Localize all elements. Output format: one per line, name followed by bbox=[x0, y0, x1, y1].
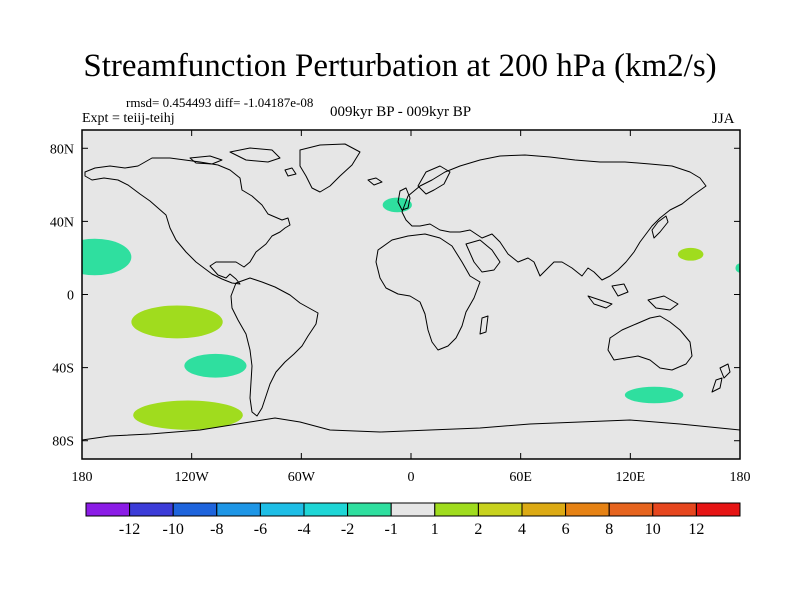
stats-text: rmsd= 0.454493 diff= -1.04187e-08 bbox=[126, 95, 314, 110]
anomaly-region-3 bbox=[184, 353, 247, 378]
x-tick-label: 0 bbox=[408, 470, 415, 485]
y-tick-label: 40N bbox=[50, 215, 74, 230]
colorbar-swatch bbox=[85, 502, 131, 517]
colorbar-label: -2 bbox=[341, 521, 354, 538]
experiment-label: Expt = teiij-teihj bbox=[82, 111, 175, 126]
x-axis: 180 120W 60W 0 60E 120E 180 bbox=[72, 130, 751, 485]
colorbar-swatch bbox=[129, 502, 174, 517]
colorbar-label: -4 bbox=[297, 521, 310, 538]
colorbar-label: -10 bbox=[163, 521, 184, 538]
y-tick-label: 80N bbox=[50, 142, 74, 157]
colorbar-label: 4 bbox=[518, 521, 526, 538]
colorbar-swatch bbox=[608, 502, 654, 517]
season-label: JJA bbox=[712, 111, 735, 127]
anomaly-region-6 bbox=[677, 247, 704, 261]
y-tick-label: 40S bbox=[52, 362, 74, 377]
anomaly-region-8 bbox=[624, 386, 684, 404]
y-tick-label: 80S bbox=[52, 435, 74, 450]
coastlines bbox=[82, 143, 740, 441]
colorbar-swatch bbox=[347, 502, 392, 517]
colorbar-swatch bbox=[434, 502, 479, 517]
colorbar-swatch bbox=[303, 502, 349, 517]
colorbar-label: 1 bbox=[431, 521, 439, 538]
colorbar-label: 6 bbox=[562, 521, 570, 538]
x-tick-label: 60W bbox=[288, 470, 316, 485]
y-axis: 80N 40N 0 40S 80S bbox=[50, 142, 740, 450]
x-tick-label: 120W bbox=[175, 470, 210, 485]
colorbar-label: -8 bbox=[210, 521, 223, 538]
colorbar-swatch bbox=[521, 502, 567, 517]
anomaly-region-1 bbox=[82, 238, 132, 276]
colorbar-label: 12 bbox=[688, 521, 704, 538]
colorbar-swatch bbox=[477, 502, 523, 517]
colorbar-label: -6 bbox=[254, 521, 267, 538]
anomaly-region-5 bbox=[382, 197, 412, 213]
colorbar-swatch bbox=[652, 502, 697, 517]
anomaly-region-7 bbox=[735, 263, 740, 273]
y-tick-label: 0 bbox=[67, 289, 74, 304]
colorbar-label: 10 bbox=[645, 521, 661, 538]
x-tick-label: 180 bbox=[72, 470, 93, 485]
x-tick-label: 60E bbox=[509, 470, 532, 485]
colorbar: -12 -10 -8 -6 -4 -2 -1 1 2 4 6 8 10 12 bbox=[85, 502, 741, 538]
anomaly-regions bbox=[82, 197, 740, 430]
colorbar-swatch bbox=[390, 502, 436, 517]
anomaly-region-2 bbox=[131, 305, 223, 339]
colorbar-label: -1 bbox=[385, 521, 398, 538]
colorbar-label: 2 bbox=[474, 521, 482, 538]
colorbar-label: -12 bbox=[119, 521, 140, 538]
colorbar-label: 8 bbox=[605, 521, 613, 538]
colorbar-swatch bbox=[216, 502, 261, 517]
x-tick-label: 180 bbox=[730, 470, 751, 485]
colorbar-swatch bbox=[565, 502, 610, 517]
period-label: 009kyr BP - 009kyr BP bbox=[330, 104, 472, 120]
x-tick-label: 120E bbox=[616, 470, 646, 485]
colorbar-swatch bbox=[695, 502, 741, 517]
chart-title: Streamfunction Perturbation at 200 hPa (… bbox=[83, 48, 717, 84]
anomaly-region-4 bbox=[133, 400, 243, 430]
colorbar-swatch bbox=[172, 502, 218, 517]
colorbar-swatch bbox=[259, 502, 305, 517]
